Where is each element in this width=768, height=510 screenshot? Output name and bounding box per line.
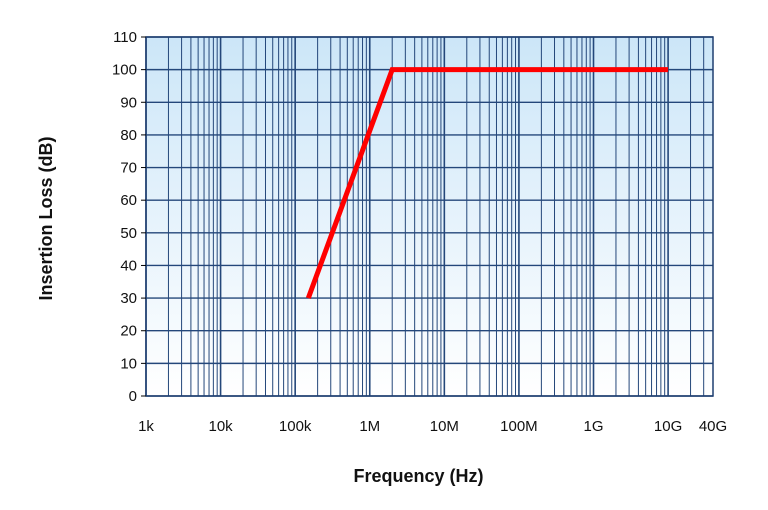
y-tick-label: 20 [120,323,137,340]
y-tick-label: 100 [112,62,137,79]
y-tick-label: 0 [129,388,137,405]
y-tick-label: 110 [113,29,137,46]
x-tick-label: 40G [699,418,727,435]
y-tick-label: 80 [120,127,137,144]
plot-area [146,37,713,396]
y-tick-label: 60 [120,192,137,209]
y-tick-label: 90 [120,94,137,111]
x-axis-title: Frequency (Hz) [353,466,483,486]
x-tick-label: 1k [138,418,154,435]
x-tick-label: 10k [208,418,233,435]
x-tick-label: 10M [430,418,459,435]
y-tick-label: 70 [120,160,137,177]
y-axis-title: Insertion Loss (dB) [36,136,56,300]
x-tick-label: 1M [359,418,380,435]
y-tick-label: 40 [120,257,137,274]
y-tick-label: 50 [120,225,137,242]
x-tick-label: 10G [654,418,682,435]
x-tick-label: 100k [279,418,312,435]
y-tick-label: 10 [120,355,137,372]
y-tick-label: 30 [120,290,137,307]
x-tick-label: 1G [584,418,604,435]
x-tick-label: 100M [500,418,538,435]
plot-border [145,36,714,397]
series-line [305,67,669,299]
